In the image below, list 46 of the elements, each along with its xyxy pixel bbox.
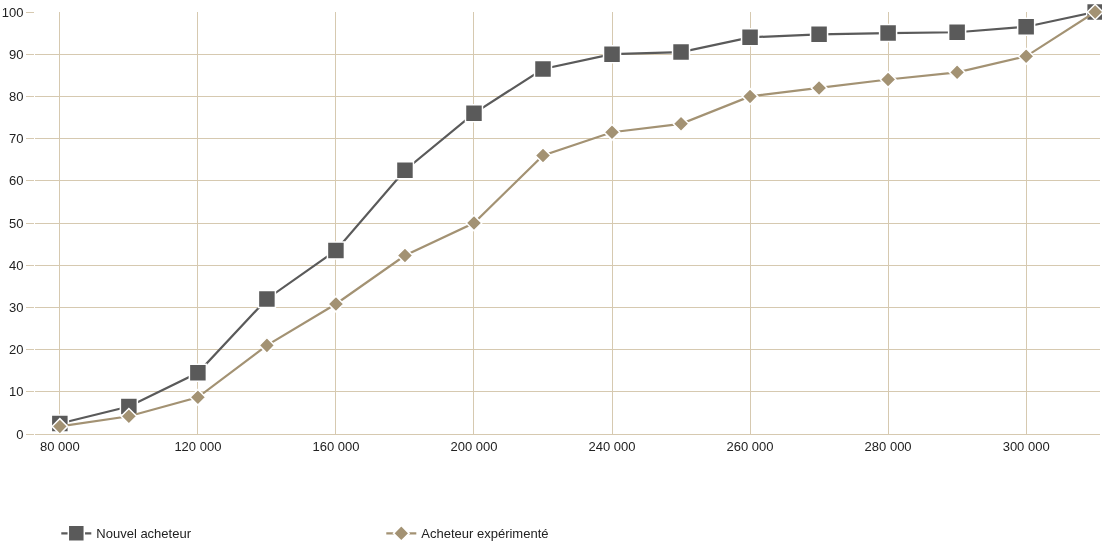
point: [947, 23, 967, 42]
y-tick-label: 90: [8, 46, 24, 62]
point: [1016, 17, 1036, 37]
point: [602, 44, 622, 64]
point: [257, 289, 277, 309]
point: [120, 407, 138, 425]
y-tick-label: 50: [8, 215, 24, 231]
point: [326, 241, 346, 260]
legend-label: Nouvel acheteur: [96, 526, 192, 542]
point: [395, 161, 415, 180]
y-tick-label: 20: [8, 342, 24, 358]
y-tick-label: 40: [8, 257, 24, 273]
x-tick-label: 160 000: [312, 438, 360, 454]
point: [741, 87, 759, 105]
point: [188, 363, 208, 383]
x-tick-label: 200 000: [450, 438, 498, 454]
y-tick-label: 80: [8, 88, 24, 104]
y-tick-label: 70: [8, 131, 24, 147]
y-tick-label: 0: [16, 426, 24, 442]
x-tick-label: 240 000: [588, 438, 636, 454]
point: [465, 214, 483, 232]
y-tick-label: 30: [8, 299, 24, 315]
point: [533, 59, 553, 79]
x-tick-label: 300 000: [1002, 438, 1050, 454]
x-tick-label: 80 000: [39, 438, 80, 454]
point: [879, 70, 897, 89]
point: [258, 336, 276, 354]
point: [809, 25, 829, 44]
x-tick-label: 120 000: [174, 438, 222, 454]
y-tick-label: 10: [8, 384, 24, 400]
point: [189, 388, 207, 406]
point: [327, 295, 345, 313]
point: [1017, 47, 1035, 65]
point: [464, 104, 484, 123]
y-tick-label: 60: [8, 173, 24, 189]
point: [671, 42, 691, 62]
y-tick-label: 100: [1, 4, 24, 20]
point: [810, 79, 828, 97]
x-tick-label: 260 000: [726, 438, 774, 454]
point: [672, 115, 690, 133]
point: [603, 123, 621, 141]
legend-label: Acheteur expérimenté: [421, 526, 549, 542]
point: [740, 28, 760, 47]
point: [878, 23, 898, 43]
x-tick-label: 280 000: [864, 438, 912, 454]
point: [948, 63, 966, 81]
